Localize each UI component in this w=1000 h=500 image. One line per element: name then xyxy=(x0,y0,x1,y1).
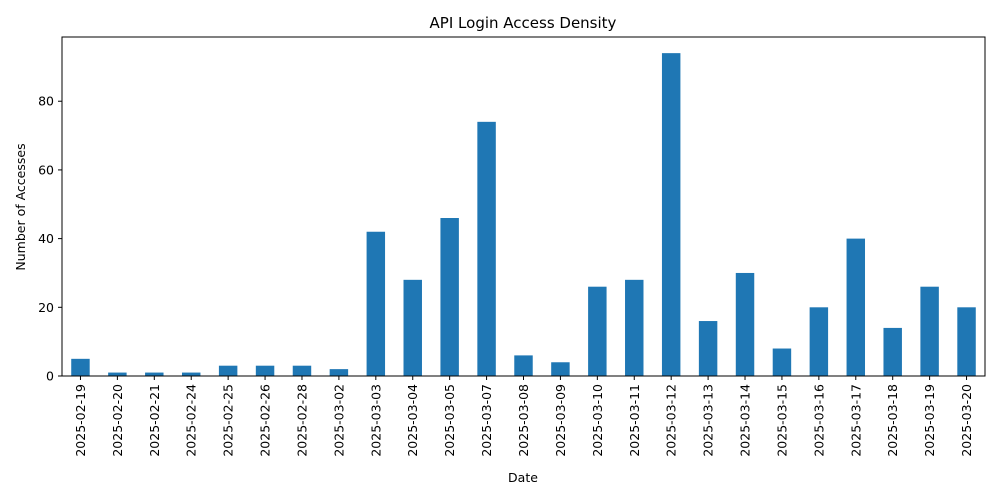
bar-2025-03-15 xyxy=(772,348,792,376)
bar-2025-03-03 xyxy=(366,231,386,376)
x-tick-label: 2025-03-04 xyxy=(405,384,420,457)
bar-2025-02-26 xyxy=(255,365,275,376)
x-tick-label: 2025-02-21 xyxy=(147,384,162,457)
x-tick-label: 2025-03-08 xyxy=(516,384,531,457)
bar-2025-03-05 xyxy=(440,218,459,376)
y-tick-label: 80 xyxy=(38,94,54,109)
y-axis-ticks: 0 20 40 60 80 xyxy=(38,94,62,384)
x-tick-label: 2025-03-10 xyxy=(590,384,605,457)
x-tick-label: 2025-02-20 xyxy=(110,384,125,457)
x-tick-label: 2025-03-15 xyxy=(774,384,789,457)
x-tick-label: 2025-03-09 xyxy=(553,384,568,457)
x-tick-label: 2025-03-07 xyxy=(479,384,494,457)
x-tick-label: 2025-03-13 xyxy=(701,384,716,457)
x-tick-label: 2025-03-19 xyxy=(922,384,937,457)
x-axis-label: Date xyxy=(508,470,538,485)
bar-2025-03-02 xyxy=(329,369,349,376)
bar-2025-03-17 xyxy=(846,238,866,376)
x-tick-label: 2025-03-12 xyxy=(664,384,679,457)
bar-2025-02-20 xyxy=(108,372,127,376)
x-tick-label: 2025-03-16 xyxy=(811,384,826,457)
bar-2025-03-08 xyxy=(514,355,533,376)
x-tick-label: 2025-03-20 xyxy=(959,384,974,457)
bar-2025-02-19 xyxy=(71,358,90,376)
y-tick-label: 40 xyxy=(38,231,54,246)
bar-2025-03-11 xyxy=(625,279,644,376)
bar-2025-03-09 xyxy=(551,362,570,376)
bar-2025-02-21 xyxy=(145,372,164,376)
chart-title: API Login Access Density xyxy=(430,14,617,32)
bar-2025-03-16 xyxy=(809,307,829,376)
bar-2025-03-18 xyxy=(883,327,902,376)
x-tick-label: 2025-02-25 xyxy=(221,384,236,457)
axes-frame xyxy=(61,36,986,377)
x-tick-label: 2025-03-17 xyxy=(848,384,863,457)
bar-2025-03-12 xyxy=(661,53,681,377)
x-tick-label: 2025-03-14 xyxy=(738,384,753,457)
y-tick-label: 60 xyxy=(38,162,54,177)
x-tick-label: 2025-03-11 xyxy=(627,384,642,457)
x-tick-label: 2025-02-24 xyxy=(184,384,199,457)
x-axis-ticks: 2025-02-19 2025-02-20 2025-02-21 2025-02-24… xyxy=(73,376,974,457)
bar-2025-03-20 xyxy=(957,307,976,376)
bar-2025-02-24 xyxy=(181,372,201,376)
bar-2025-03-04 xyxy=(403,279,422,376)
x-tick-label: 2025-03-18 xyxy=(885,384,900,457)
bar-2025-03-19 xyxy=(920,286,939,376)
bar-2025-02-28 xyxy=(292,365,312,376)
y-tick-label: 0 xyxy=(46,369,54,384)
x-tick-label: 2025-02-19 xyxy=(73,384,88,457)
y-axis-label: Number of Accesses xyxy=(13,143,28,270)
y-tick-label: 20 xyxy=(38,300,54,315)
x-tick-label: 2025-03-02 xyxy=(331,384,346,457)
bar-2025-03-10 xyxy=(588,286,607,376)
x-tick-label: 2025-03-05 xyxy=(442,384,457,457)
bar-2025-03-07 xyxy=(477,121,496,376)
bar-2025-03-13 xyxy=(698,321,718,376)
bar-2025-02-25 xyxy=(218,365,238,376)
x-tick-label: 2025-02-28 xyxy=(294,384,309,457)
bars-group xyxy=(71,53,976,377)
x-tick-label: 2025-03-03 xyxy=(368,384,383,457)
x-tick-label: 2025-02-26 xyxy=(258,384,273,457)
bar-2025-03-14 xyxy=(735,272,755,376)
